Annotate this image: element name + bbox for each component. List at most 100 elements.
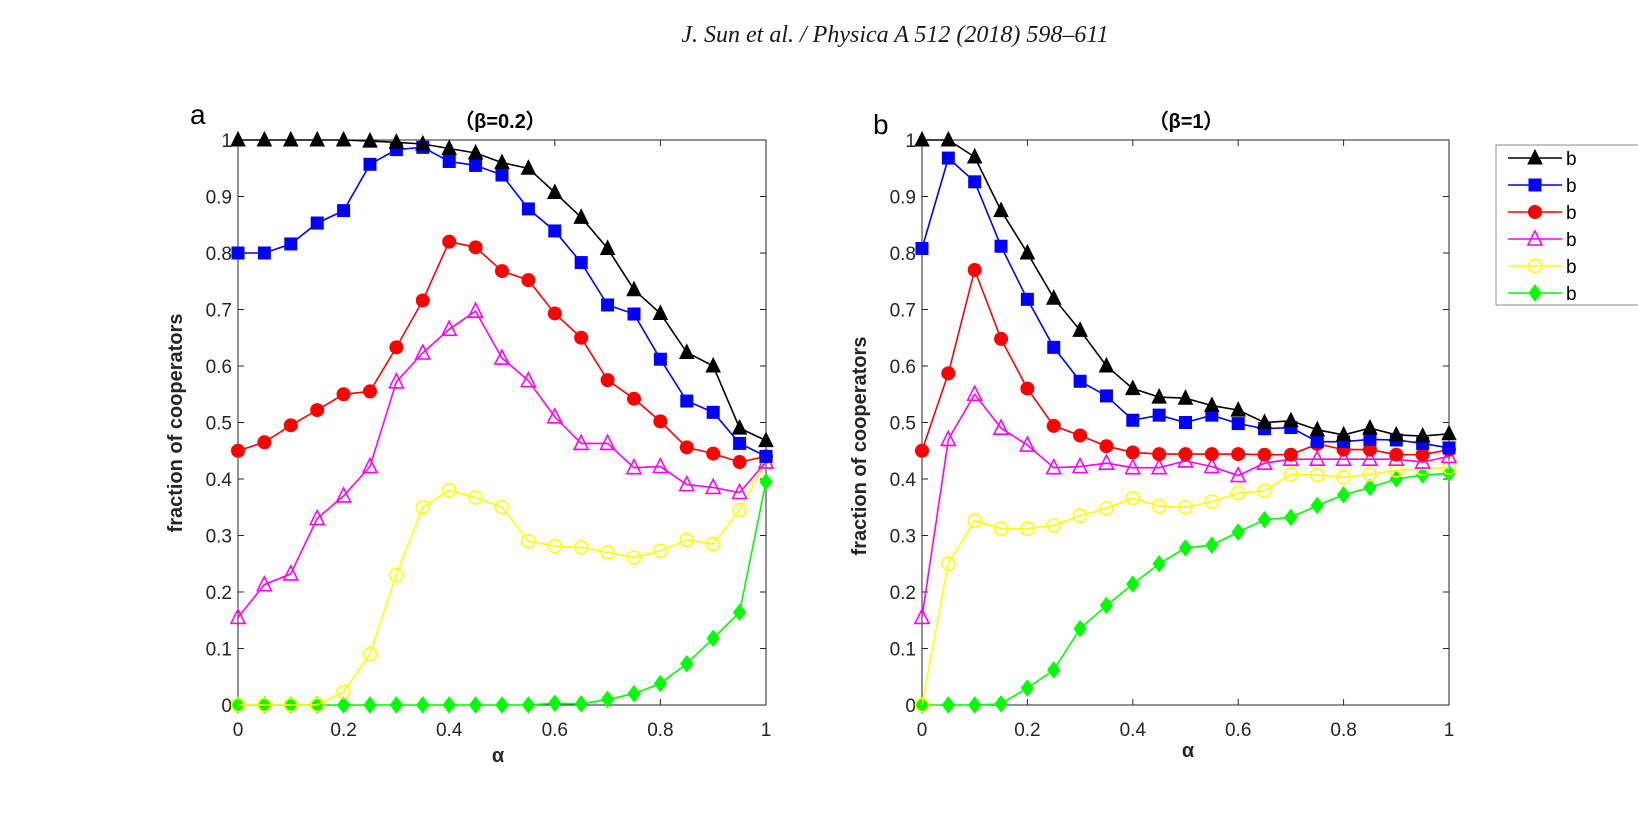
legend-marker-icon <box>1526 229 1544 246</box>
data-point-s0 <box>914 130 930 147</box>
data-point-s0 <box>626 280 642 297</box>
data-point-s2 <box>1389 447 1404 462</box>
data-point-s4 <box>1230 485 1246 501</box>
data-point-s2 <box>915 443 929 458</box>
data-point-s5 <box>1152 554 1166 573</box>
chart-panel-a: a （β=0.2） α fraction of cooperators 0 0.2… <box>165 99 775 767</box>
data-point-s0 <box>1441 424 1457 441</box>
data-point-s0 <box>1362 419 1378 435</box>
data-point-s5 <box>442 696 456 714</box>
data-point-s2 <box>653 414 668 429</box>
x-tick-labels-b: 0 0.2 0.4 0.6 0.8 1 <box>917 720 1455 741</box>
data-point-s0 <box>1309 420 1326 437</box>
data-point-s3 <box>361 456 379 474</box>
y-tick-label: 0.5 <box>890 414 916 435</box>
data-point-s1 <box>1231 417 1245 431</box>
x-tick-label: 0.4 <box>1120 720 1147 741</box>
data-point-s3 <box>1203 456 1221 474</box>
data-point-s3 <box>440 319 458 337</box>
data-point-s5 <box>1231 523 1245 541</box>
data-point-s3 <box>1019 435 1036 452</box>
y-tick-labels-a: 0 0.1 0.2 0.3 0.4 0.5 0.6 0.7 0.8 0.9 1 <box>206 131 233 717</box>
data-point-s3 <box>652 456 669 474</box>
series-0-triangle-filled <box>230 130 774 448</box>
data-point-s0 <box>731 419 748 435</box>
data-point-s5 <box>1178 539 1193 557</box>
data-point-s1 <box>1073 374 1087 388</box>
y-tick-label: 0.8 <box>206 244 232 265</box>
data-point-s0 <box>1283 411 1299 428</box>
data-point-s4 <box>679 532 695 548</box>
y-tick-label: 0.9 <box>890 188 916 209</box>
data-point-s5 <box>1284 508 1298 527</box>
data-point-s1 <box>1152 408 1166 422</box>
data-point-s4 <box>1099 501 1114 516</box>
data-point-s3 <box>308 508 326 526</box>
data-point-s4 <box>967 513 983 529</box>
data-point-s0 <box>309 130 326 147</box>
data-point-s1 <box>1179 416 1192 429</box>
data-point-s3 <box>992 418 1010 435</box>
data-point-s1 <box>574 256 588 270</box>
data-point-s3 <box>335 486 352 503</box>
x-tick-label: 0.2 <box>1014 720 1040 741</box>
data-point-s1 <box>495 168 509 182</box>
data-point-s2 <box>1231 447 1246 462</box>
data-point-s3 <box>731 482 748 500</box>
data-point-s2 <box>1099 439 1114 454</box>
data-point-s5 <box>495 696 509 714</box>
data-point-s0 <box>441 139 458 155</box>
data-point-s2 <box>521 273 536 288</box>
data-point-s1 <box>915 241 929 255</box>
series-0-triangle-filled <box>914 130 1457 443</box>
data-point-s0 <box>414 134 431 151</box>
legend-marker-icon <box>1527 148 1543 165</box>
y-tick-label: 0.2 <box>890 583 916 604</box>
data-point-s1 <box>1126 413 1140 427</box>
data-point-s3 <box>1335 449 1352 467</box>
data-point-s0 <box>940 130 957 147</box>
data-point-s3 <box>1071 456 1089 474</box>
data-point-s1 <box>231 246 245 260</box>
data-point-s1 <box>680 394 694 408</box>
data-point-s0 <box>388 133 405 149</box>
data-point-s0 <box>467 143 484 160</box>
series-layer-a <box>229 130 775 714</box>
data-point-s2 <box>1020 381 1035 396</box>
y-tick-label: 0.4 <box>206 470 233 491</box>
data-point-s2 <box>732 455 747 470</box>
data-point-s5 <box>627 684 641 703</box>
data-point-s2 <box>1283 447 1298 462</box>
data-point-s2 <box>283 418 298 433</box>
data-point-s2 <box>415 293 430 308</box>
data-point-s2 <box>627 391 641 406</box>
y-tick-label: 0.1 <box>890 640 916 661</box>
data-point-s4 <box>1125 490 1141 506</box>
data-point-s0 <box>705 356 722 373</box>
data-point-s4 <box>705 536 721 552</box>
data-point-s0 <box>966 147 983 164</box>
series-2-circle-filled <box>231 234 773 470</box>
x-tick-label: 0 <box>233 720 244 741</box>
data-point-s5 <box>416 696 430 714</box>
data-point-s4 <box>494 499 510 515</box>
data-point-s4 <box>336 684 351 700</box>
data-point-s4 <box>573 540 589 555</box>
data-point-s4 <box>1362 467 1378 482</box>
data-point-s2 <box>495 264 509 279</box>
data-point-s2 <box>967 262 982 277</box>
data-point-s5 <box>680 654 694 673</box>
data-point-s0 <box>1230 400 1247 417</box>
series-line-5 <box>922 472 1450 706</box>
data-point-s0 <box>1019 243 1036 260</box>
data-point-s2 <box>468 240 483 255</box>
data-point-s3 <box>1256 453 1273 470</box>
chart-title-b: （β=1） <box>1148 110 1223 133</box>
data-point-s1 <box>733 436 747 450</box>
data-point-s0 <box>256 130 273 147</box>
y-tick-label: 0.3 <box>890 527 916 548</box>
data-point-s0 <box>1098 356 1115 373</box>
data-point-s5 <box>336 696 351 714</box>
data-point-s0 <box>1388 425 1405 442</box>
